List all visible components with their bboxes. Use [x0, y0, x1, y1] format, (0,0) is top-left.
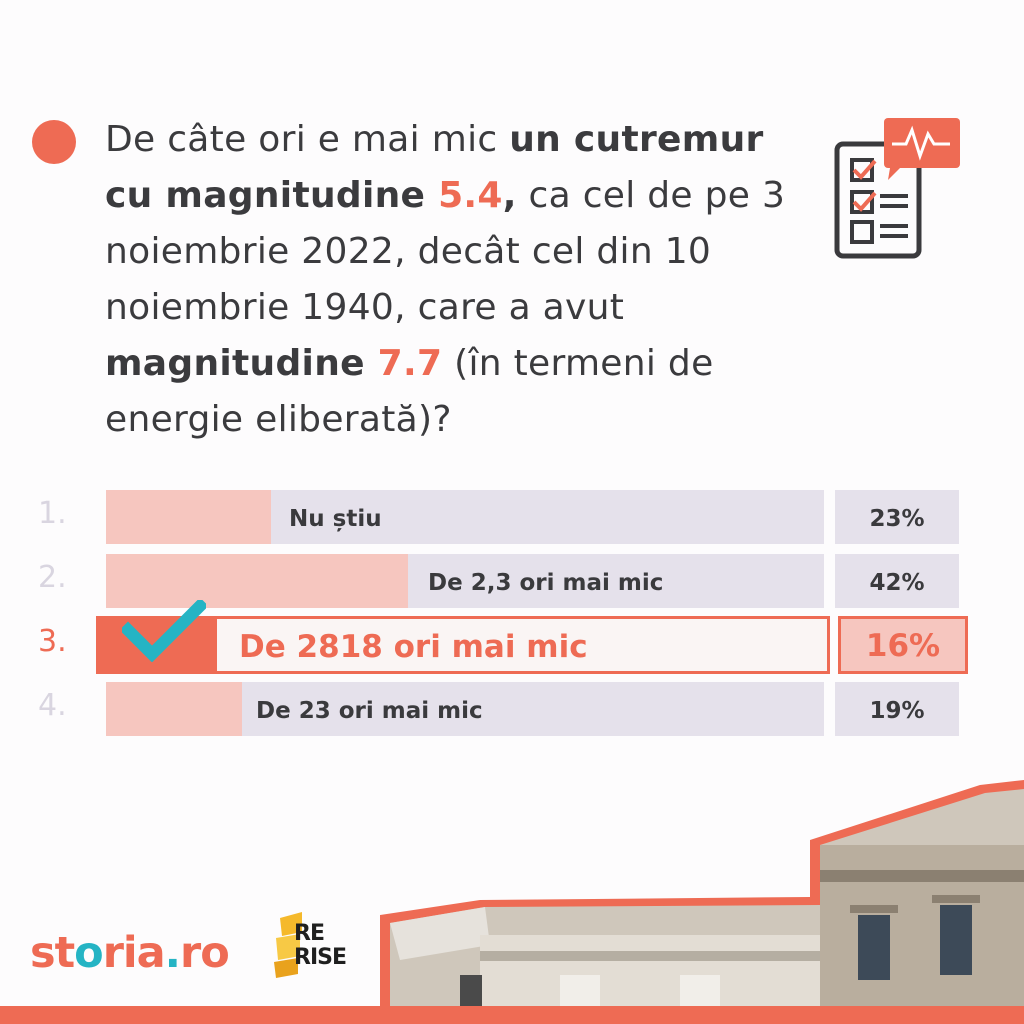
- answer-bar: De 23 ori mai mic: [106, 682, 824, 736]
- answer-row: 2. De 2,3 ori mai mic 42%: [0, 554, 1024, 610]
- question-fragment: ,: [502, 175, 517, 216]
- answer-index: 1.: [38, 496, 67, 531]
- answer-share-fill: [106, 682, 242, 736]
- building-illustration: [380, 780, 1024, 1024]
- survey-checklist-icon: [834, 118, 960, 259]
- rerise-logo: RE RISE: [272, 912, 364, 978]
- answer-label: De 2818 ori mai mic: [239, 629, 588, 665]
- answer-index: 4.: [38, 688, 67, 723]
- answer-bar: De 2,3 ori mai mic: [106, 554, 824, 608]
- question-fragment: magnitudine: [105, 343, 378, 384]
- answer-percent: 19%: [835, 682, 959, 736]
- answer-label: Nu știu: [289, 506, 382, 532]
- answer-row: 1. Nu știu 23%: [0, 490, 1024, 546]
- question-fragment: (în termeni de energie eliberată)?: [105, 343, 714, 440]
- question-fragment: 5.4: [438, 175, 503, 216]
- question-fragment: ca cel de pe 3 noiembrie 2022, decât cel…: [105, 175, 786, 328]
- question-fragment: un cutremur cu magnitudine: [105, 119, 764, 216]
- answer-bar: Nu știu: [106, 490, 824, 544]
- footer-bar: [0, 1006, 1024, 1024]
- answer-index: 2.: [38, 560, 67, 595]
- answer-percent: 42%: [835, 554, 959, 608]
- question-fragment: 7.7: [377, 343, 443, 384]
- question-text: De câte ori e mai mic un cutremur cu mag…: [105, 112, 805, 448]
- answer-percent: 23%: [835, 490, 959, 544]
- answer-label: De 2,3 ori mai mic: [428, 570, 664, 596]
- answer-index: 3.: [38, 624, 67, 659]
- answer-share-fill: [106, 554, 408, 608]
- storia-logo: storia.ro: [30, 928, 230, 978]
- answer-percent: 16%: [838, 616, 968, 674]
- answer-row: 3. De 2818 ori mai mic 16%: [0, 616, 1024, 674]
- answer-row: 4. De 23 ori mai mic 19%: [0, 682, 1024, 738]
- answer-bar: De 2818 ori mai mic: [96, 616, 830, 674]
- answer-label: De 23 ori mai mic: [256, 698, 483, 724]
- question-bullet-dot: [32, 120, 76, 164]
- checkmark-icon: [122, 600, 206, 662]
- question-fragment: De câte ori e mai mic: [105, 119, 510, 160]
- answer-share-fill: [106, 490, 271, 544]
